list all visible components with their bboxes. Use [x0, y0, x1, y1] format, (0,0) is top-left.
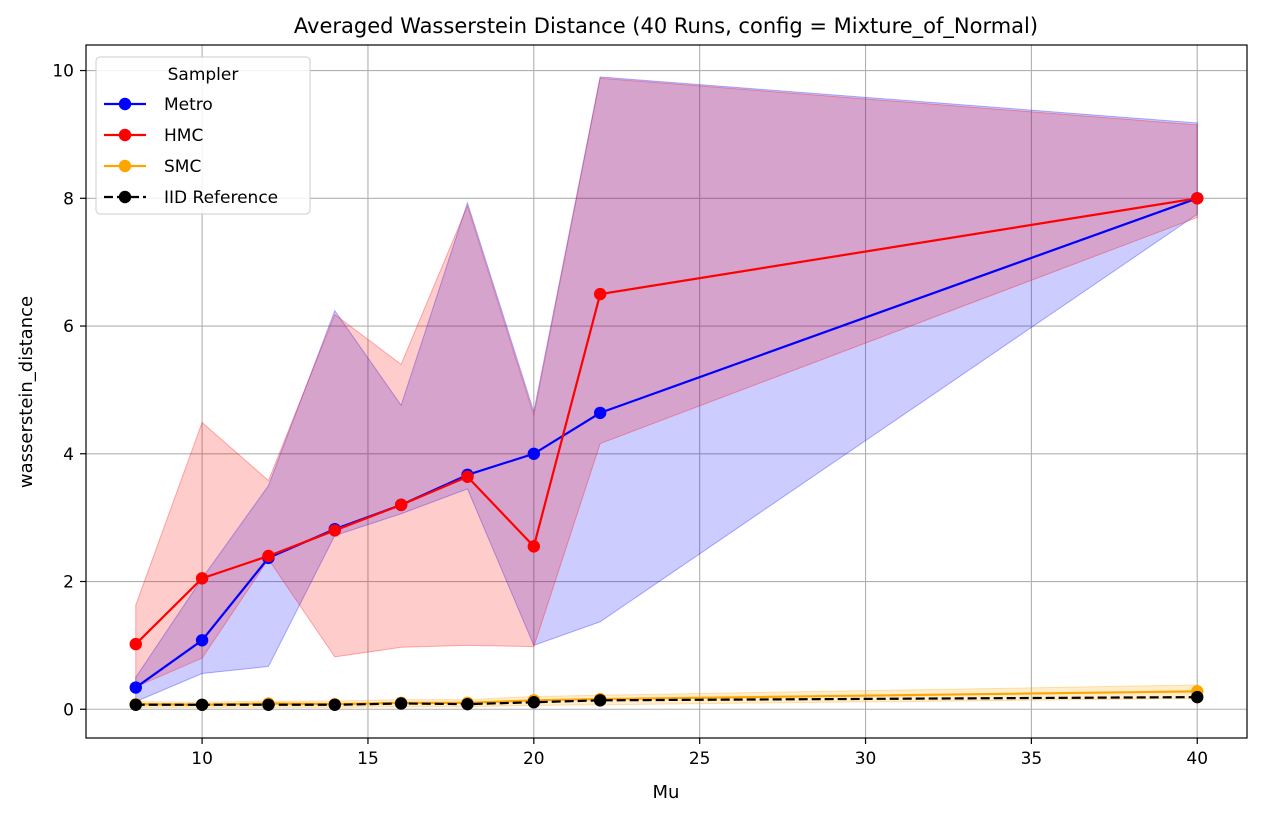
point-iid-reference: [527, 696, 541, 709]
point-iid-reference: [1191, 690, 1204, 704]
legend: Sampler Metro HMC SMC IID Reference: [95, 56, 311, 215]
point-hmc: [195, 572, 209, 585]
y-tick-label: 10: [52, 62, 74, 82]
point-metro: [129, 681, 142, 694]
legend-label-iid-reference: IID Reference: [164, 188, 278, 208]
x-tick-label: 30: [855, 749, 877, 769]
point-metro: [527, 447, 541, 460]
point-iid-reference: [328, 698, 341, 711]
point-iid-reference: [461, 697, 474, 711]
point-iid-reference: [129, 698, 142, 711]
legend-title: Sampler: [168, 65, 239, 85]
x-tick-label: 25: [689, 749, 711, 769]
point-hmc: [593, 287, 607, 301]
data-layer: [129, 76, 1204, 711]
point-metro: [593, 406, 607, 420]
x-tick-label: 35: [1021, 749, 1043, 769]
x-tick-label: 40: [1186, 749, 1208, 769]
legend-marker-iid-reference: [118, 190, 132, 204]
point-metro: [195, 634, 209, 647]
point-iid-reference: [593, 694, 607, 707]
legend-label-hmc: HMC: [164, 126, 203, 146]
x-axis-label: Mu: [653, 782, 680, 803]
point-hmc: [527, 540, 541, 553]
y-tick-label: 0: [63, 700, 74, 720]
legend-label-smc: SMC: [164, 157, 201, 177]
point-hmc: [262, 549, 275, 563]
point-iid-reference: [262, 698, 275, 711]
x-tick-label: 10: [191, 749, 213, 769]
y-tick-label: 8: [63, 189, 74, 209]
point-hmc: [129, 637, 142, 651]
legend-marker-metro: [118, 97, 132, 111]
point-hmc: [328, 524, 341, 537]
legend-label-metro: Metro: [164, 95, 213, 115]
y-tick-label: 4: [63, 445, 74, 465]
axes-frame: [85, 44, 1248, 739]
point-hmc: [461, 470, 474, 483]
x-tick-label: 20: [523, 749, 545, 769]
legend-marker-hmc: [118, 128, 132, 142]
point-iid-reference: [195, 698, 209, 711]
point-hmc: [1191, 192, 1204, 205]
chart-title: Averaged Wasserstein Distance (40 Runs, …: [294, 14, 1038, 39]
x-tick-label: 15: [357, 749, 379, 769]
y-tick-label: 6: [63, 317, 74, 337]
y-axis-label: wasserstein_distance: [16, 296, 37, 488]
y-tick-label: 2: [63, 573, 74, 593]
point-hmc: [394, 498, 408, 512]
legend-marker-smc: [118, 159, 132, 173]
point-iid-reference: [394, 697, 408, 710]
legend-box: [95, 56, 311, 215]
